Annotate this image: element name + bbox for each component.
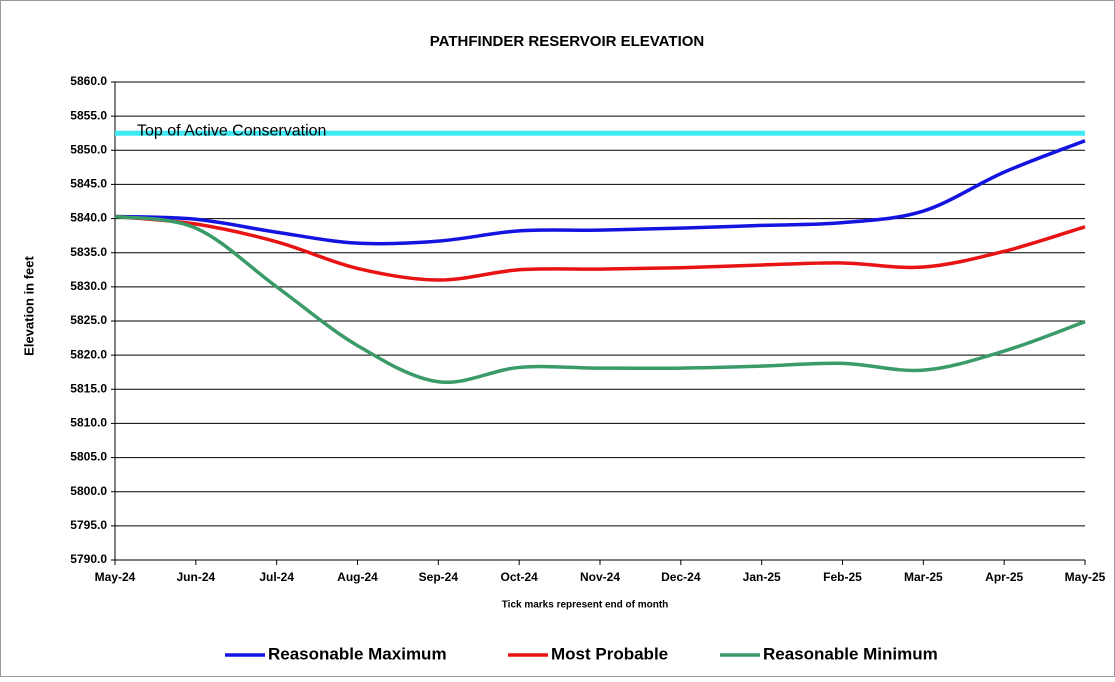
x-tick-label: Feb-25: [823, 570, 862, 584]
series-line: [114, 214, 1086, 385]
y-tick-label: 5790.0: [70, 552, 107, 566]
x-tick-label: Jun-24: [176, 570, 215, 584]
legend-label: Reasonable Minimum: [763, 644, 938, 663]
y-tick-label: 5800.0: [70, 484, 107, 498]
legend-label: Reasonable Maximum: [268, 644, 447, 663]
x-tick-label: Jul-24: [259, 570, 294, 584]
y-axis-label: Elevation in feet: [21, 255, 36, 355]
x-axis-note: Tick marks represent end of month: [502, 600, 669, 611]
y-tick-label: 5850.0: [70, 142, 107, 156]
y-tick-label: 5860.0: [70, 74, 107, 88]
y-tick-label: 5820.0: [70, 347, 107, 361]
x-tick-label: May-25: [1065, 570, 1106, 584]
x-tick-label: Sep-24: [419, 570, 459, 584]
x-tick-label: Aug-24: [337, 570, 378, 584]
chart-title: PATHFINDER RESERVOIR ELEVATION: [430, 33, 704, 50]
y-tick-label: 5825.0: [70, 313, 107, 327]
x-tick-label: Mar-25: [904, 570, 943, 584]
y-tick-label: 5840.0: [70, 211, 107, 225]
series-line: [114, 139, 1086, 246]
x-tick-label: May-24: [95, 570, 136, 584]
y-tick-label: 5810.0: [70, 416, 107, 430]
y-tick-label: 5795.0: [70, 518, 107, 532]
x-tick-label: Nov-24: [580, 570, 620, 584]
reference-label: Top of Active Conservation: [137, 122, 326, 139]
x-tick-label: Oct-24: [500, 570, 538, 584]
y-tick-label: 5805.0: [70, 450, 107, 464]
y-tick-label: 5835.0: [70, 245, 107, 259]
y-tick-label: 5845.0: [70, 177, 107, 191]
legend-label: Most Probable: [551, 644, 668, 663]
series-line: [114, 214, 1086, 282]
x-tick-label: Jan-25: [743, 570, 781, 584]
y-tick-label: 5830.0: [70, 279, 107, 293]
y-tick-label: 5815.0: [70, 381, 107, 395]
y-tick-label: 5855.0: [70, 108, 107, 122]
x-tick-label: Dec-24: [661, 570, 701, 584]
x-tick-label: Apr-25: [985, 570, 1023, 584]
